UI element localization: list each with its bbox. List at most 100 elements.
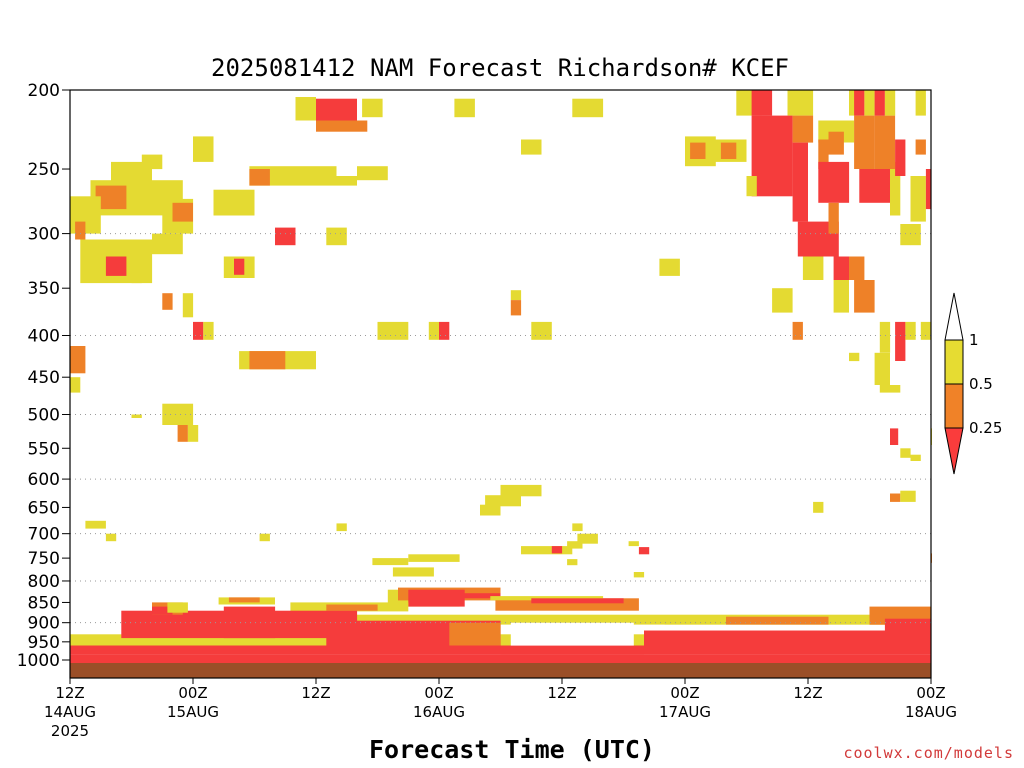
y-tick-label: 450 [28,368,60,388]
y-tick-label: 550 [28,439,60,459]
ri-cell [521,139,542,155]
ri-cell [131,414,142,418]
ri-cell [249,166,337,186]
plot-frame [69,89,932,679]
ri-band [152,606,173,615]
ri-band [449,622,501,646]
ri-cell [105,256,127,276]
ri-cell [925,169,931,210]
ri-band [726,616,829,625]
x-tick-label: 2025 [51,722,89,740]
ri-band [326,604,378,611]
ri-band [408,589,465,607]
ri-cell [362,98,383,118]
ri-cell [854,280,875,313]
ri-cell [408,554,460,562]
ri-cell [336,176,357,186]
ri-cell [772,288,793,313]
ri-cell [859,169,891,203]
ri-cell [874,90,885,116]
ri-cell [890,161,901,216]
ri-cell [249,351,286,370]
ri-cell [879,321,891,353]
ri-cell [915,90,926,116]
x-tick-label: 12Z [547,684,576,702]
ri-cell [572,98,604,118]
ri-cell [818,120,855,143]
ri-cell [751,90,773,116]
ri-cell [900,224,911,246]
ri-cell [326,227,347,246]
gridlines [70,233,931,624]
ri-cell [659,258,680,276]
x-tick-label: 12Z [301,684,330,702]
ri-cell [234,258,245,275]
ri-cell [187,425,199,442]
y-tick-label: 800 [28,572,60,592]
ri-cell [485,495,521,507]
ri-band [531,598,624,604]
ri-cell [890,493,901,502]
ri-cell [813,501,824,513]
ri-cell [802,256,824,280]
chart-title: 2025081412 NAM Forecast Richardson# KCEF [211,54,789,82]
ri-cell [567,559,578,566]
y-tick-label: 950 [28,633,60,653]
x-tick-label: 12Z [55,684,84,702]
ri-cell [884,90,896,116]
ri-band [644,630,931,650]
ri-cell [95,185,127,210]
x-axis-label: Forecast Time (UTC) [369,735,655,764]
ri-cell [895,321,906,361]
ri-cell [818,139,829,169]
ri-cell [70,377,81,393]
ri-cell [833,280,849,313]
ri-cell [213,189,255,216]
ri-cell [75,221,86,240]
legend-top-arrow [944,292,964,341]
ri-cell [628,541,639,547]
ri-cell [521,546,573,555]
ri-cell [690,142,711,159]
y-tick-label: 900 [28,614,60,634]
ri-cell [577,533,598,544]
ri-band [500,645,644,655]
ri-cell [920,321,932,340]
ri-cell [249,169,270,186]
ri-cell [572,523,583,532]
ri-cell [638,547,650,555]
ri-cell [85,520,106,529]
ri-cell [377,321,409,340]
ri-cell [910,454,921,461]
ground-fill [70,663,931,678]
credit-link[interactable]: coolwx.com/models [843,744,1014,762]
ri-cell [879,385,901,393]
ri-cell [111,161,152,186]
ri-cell [428,321,440,340]
y-tick-label: 500 [28,406,60,426]
ri-cell [295,97,316,121]
x-tick-label: 00Z [916,684,945,702]
ri-cell [480,504,501,516]
ri-cell [275,227,296,246]
y-axis-ticks: 200 250 300 350 400 450 500 550 600 650 700 750 8008… [17,81,70,671]
ri-cell [172,202,193,222]
ri-cell [193,136,214,162]
ri-cell [854,115,875,169]
ri-cell [105,533,117,542]
ri-band [167,602,188,613]
plot-area [70,90,932,678]
ri-cell [336,523,347,532]
legend-label: 1 [969,331,979,349]
ri-cell [900,490,916,502]
y-tick-label: 700 [28,525,60,545]
ri-cell [787,90,814,116]
x-tick-label: 12Z [793,684,822,702]
ri-band [490,596,604,601]
ri-cell [915,139,926,155]
ri-cell [182,293,194,318]
ri-cell [203,321,214,340]
ri-cell [357,166,388,181]
